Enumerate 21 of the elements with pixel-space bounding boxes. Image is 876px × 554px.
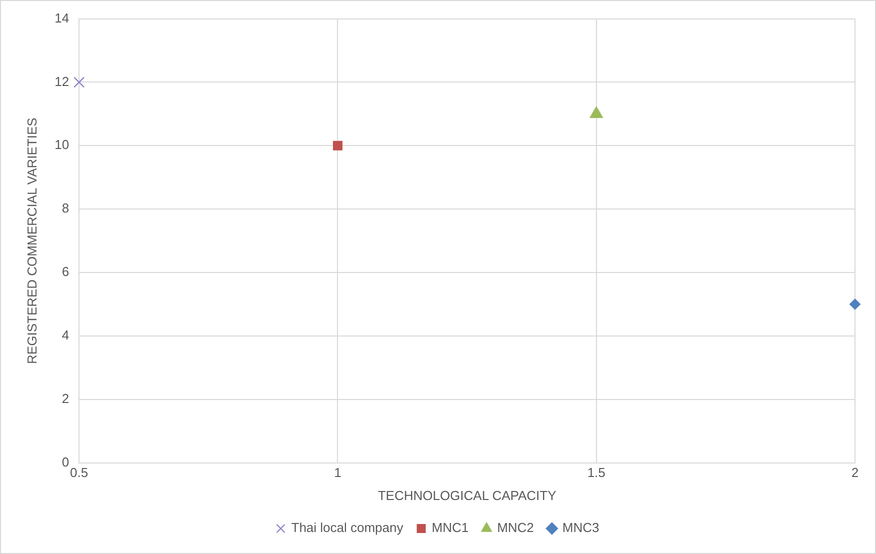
point	[850, 298, 860, 310]
x-tick-label: 1	[334, 465, 342, 480]
y-tick-label: 2	[62, 390, 70, 406]
y-tick-label: 12	[54, 74, 70, 89]
legend-label: Thai local company	[291, 520, 404, 536]
x-axis-title: TECHNOLOGICAL CAPACITY	[378, 488, 557, 503]
y-axis-title: REGISTERED COMMERCIAL VARIETIES	[24, 117, 40, 364]
y-tick-label: 6	[62, 264, 70, 280]
x-tick-label: 2	[851, 465, 859, 480]
y-tick-label: 4	[62, 328, 70, 343]
x-tick-label: 0.5	[70, 465, 88, 480]
legend-label: MNC3	[562, 520, 600, 536]
y-tick-label: 8	[62, 200, 70, 216]
legend-label: MNC1	[432, 520, 469, 536]
y-tick-label: 0	[62, 454, 70, 470]
x-tick-label: 1.5	[587, 465, 606, 480]
y-tick-label: 10	[54, 137, 70, 152]
point	[74, 76, 85, 88]
y-tick-label: 14	[54, 10, 70, 26]
point	[332, 140, 342, 150]
legend-label: MNC2	[497, 520, 534, 536]
